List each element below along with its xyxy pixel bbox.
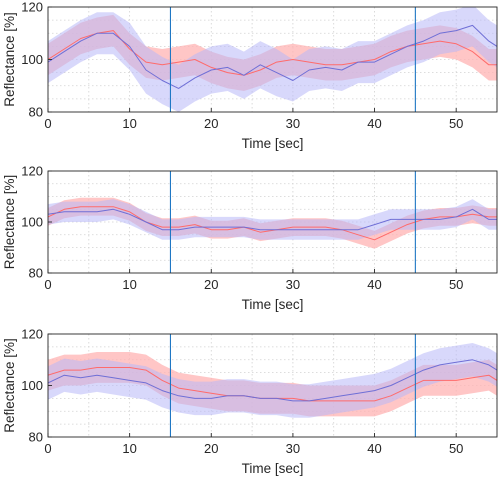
x-axis-title: Time [sec]: [242, 297, 304, 312]
x-tick-label: 0: [44, 441, 51, 456]
x-tick-label: 40: [367, 277, 381, 292]
y-tick-label: 100: [21, 378, 43, 393]
series-2-line: [48, 24, 497, 89]
series-2-band: [48, 7, 497, 112]
x-tick-label: 10: [122, 441, 136, 456]
x-tick-label: 20: [204, 116, 218, 131]
y-axis-title: Reflectance [%]: [2, 12, 17, 107]
data-layer: [48, 7, 497, 112]
y-tick-label: 80: [29, 105, 43, 120]
y-tick-label: 80: [29, 430, 43, 445]
chart-panel-2: 0 10 20 30 40 50 80 100 120 Time [sec] Reflectance…: [2, 164, 498, 312]
y-tick-label: 100: [21, 52, 43, 67]
data-layer: [48, 197, 497, 249]
chart-panel-3: 0 10 20 30 40 50 80 100 120 Time [sec] Reflectance…: [2, 327, 498, 476]
y-tick-label: 80: [29, 266, 43, 281]
x-tick-label: 20: [204, 441, 218, 456]
x-axis-title: Time [sec]: [242, 461, 304, 476]
series-2-line: [48, 359, 497, 402]
series-2-band: [48, 199, 497, 240]
series-1-line: [48, 30, 497, 76]
x-tick-label: 10: [122, 116, 136, 131]
series-2-band: [48, 343, 497, 418]
x-tick-label: 40: [367, 116, 381, 131]
y-tick-label: 120: [21, 327, 43, 342]
x-tick-label: 50: [449, 277, 463, 292]
x-tick-label: 30: [286, 441, 300, 456]
y-axis-title: Reflectance [%]: [2, 175, 17, 270]
x-tick-label: 50: [449, 441, 463, 456]
y-tick-label: 100: [21, 215, 43, 230]
x-tick-label: 40: [367, 441, 381, 456]
x-tick-label: 10: [122, 277, 136, 292]
x-axis-title: Time [sec]: [242, 136, 304, 151]
y-tick-label: 120: [21, 0, 43, 15]
x-tick-label: 30: [286, 277, 300, 292]
x-tick-label: 30: [286, 116, 300, 131]
x-tick-label: 0: [44, 277, 51, 292]
series-2-line: [48, 208, 497, 231]
x-tick-label: 50: [449, 116, 463, 131]
x-tick-label: 20: [204, 277, 218, 292]
chart-panel-1: 0 10 20 30 40 50 80 100 120 Time [sec] Reflectance…: [2, 0, 498, 151]
x-tick-label: 0: [44, 116, 51, 131]
y-axis-title: Reflectance [%]: [2, 338, 17, 433]
data-layer: [48, 343, 497, 418]
y-tick-label: 120: [21, 164, 43, 179]
